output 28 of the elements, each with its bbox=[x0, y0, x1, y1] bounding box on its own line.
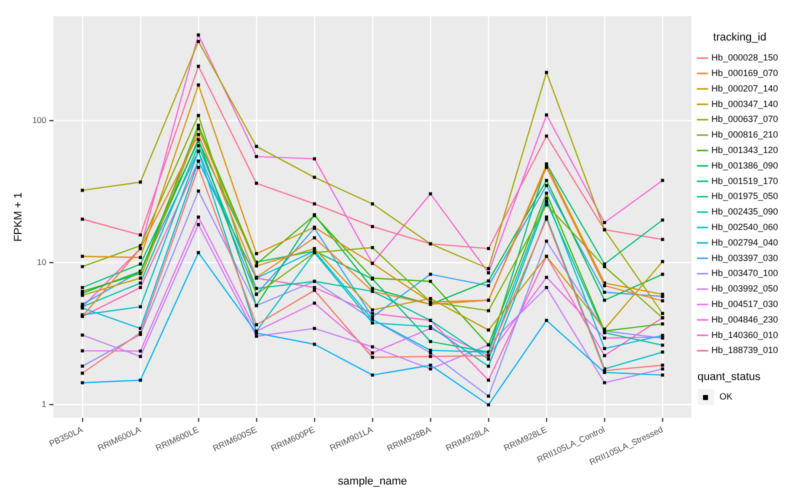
legend-label: Hb_188739_010 bbox=[711, 345, 778, 356]
legend-label: Hb_002794_040 bbox=[711, 237, 778, 248]
legend-label: Hb_000637_070 bbox=[711, 114, 778, 124]
legend-label: Hb_003992_050 bbox=[711, 284, 778, 294]
legend-label: Hb_003470_100 bbox=[711, 268, 778, 278]
legend-label: Hb_001386_090 bbox=[711, 160, 778, 170]
y-tick-label: 1 bbox=[42, 399, 47, 410]
legend-label: Hb_002540_060 bbox=[711, 222, 778, 232]
legend-label: Hb_000816_210 bbox=[711, 130, 778, 140]
legend-label: Hb_000028_150 bbox=[711, 52, 778, 63]
legend-label: Hb_002435_090 bbox=[711, 206, 778, 217]
legend-label: Hb_004517_030 bbox=[711, 298, 778, 309]
legend-label: Hb_004846_230 bbox=[711, 314, 778, 324]
legend-label: Hb_000207_140 bbox=[711, 83, 778, 94]
text: OK bbox=[720, 392, 733, 402]
legend-label: Hb_001343_120 bbox=[711, 144, 778, 155]
x-axis-title: sample_name bbox=[338, 475, 408, 488]
legend-label: Hb_003397_030 bbox=[711, 252, 778, 263]
legend-label: Hb_000347_140 bbox=[711, 98, 778, 109]
y-axis-title: FPKM + 1 bbox=[12, 192, 25, 242]
legend-label: Hb_140360_010 bbox=[711, 330, 778, 340]
legend-label: Hb_001519_170 bbox=[711, 176, 778, 186]
y-tick-label: 100 bbox=[32, 115, 47, 126]
legend-title: tracking_id bbox=[713, 32, 766, 44]
legend-label: Hb_000169_070 bbox=[711, 68, 778, 78]
y-tick-label: 10 bbox=[36, 257, 47, 268]
text: quant_status bbox=[698, 371, 762, 384]
legend-label: Hb_001975_050 bbox=[711, 191, 778, 202]
